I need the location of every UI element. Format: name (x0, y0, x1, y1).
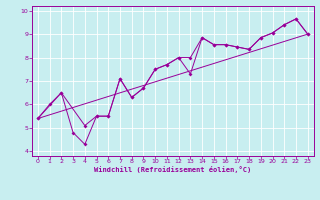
X-axis label: Windchill (Refroidissement éolien,°C): Windchill (Refroidissement éolien,°C) (94, 166, 252, 173)
